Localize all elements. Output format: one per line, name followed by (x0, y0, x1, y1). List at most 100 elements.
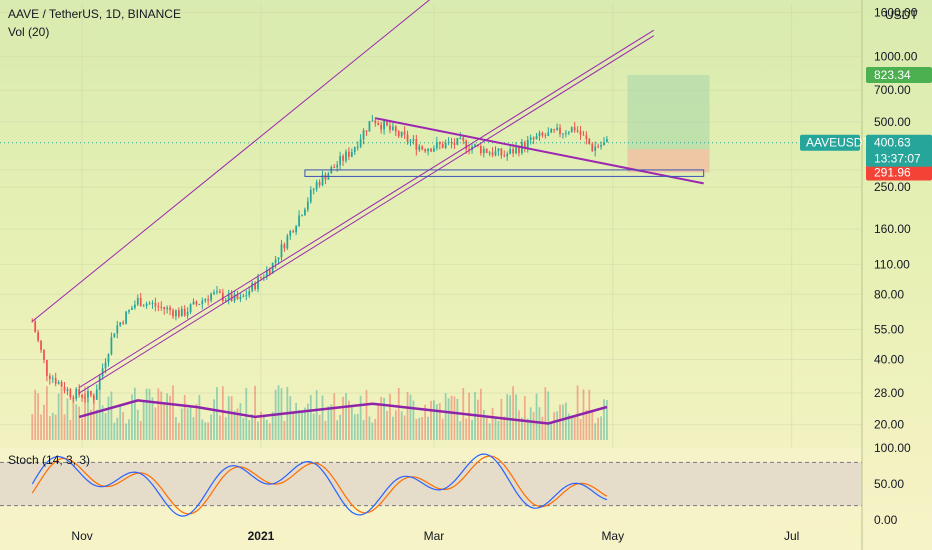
candle-body (377, 123, 380, 125)
volume-bar (239, 403, 242, 440)
volume-bar (482, 409, 485, 440)
candle-body (392, 126, 394, 130)
volume-bar (304, 407, 306, 440)
candle-body (585, 135, 588, 140)
volume-bar (60, 387, 63, 440)
candle-body (582, 134, 585, 136)
volume-bar (444, 393, 447, 440)
volume-bar (277, 385, 280, 440)
volume-bar (163, 402, 166, 440)
candle-body (497, 148, 500, 152)
candle-body (356, 146, 359, 148)
volume-bar (95, 409, 98, 440)
candle-body (46, 359, 48, 376)
candle-body (321, 174, 324, 186)
channel-lower-line (78, 35, 655, 394)
volume-bar (518, 410, 520, 440)
candle-body (95, 389, 98, 400)
stop-price-tag: 291.96 (874, 165, 911, 179)
volume-bar (221, 386, 224, 440)
candle-body (145, 303, 148, 306)
candle-body (488, 152, 491, 154)
profit-zone (627, 74, 710, 150)
volume-bar (374, 418, 377, 440)
candle-body (122, 322, 125, 324)
volume-bar (104, 413, 107, 440)
volume-bar (43, 404, 45, 440)
candle-body (415, 139, 418, 150)
volume-bar (532, 412, 535, 440)
volume-bar (526, 418, 529, 440)
candle-body (594, 146, 597, 151)
volume-bar (101, 405, 104, 440)
volume-bar (336, 420, 339, 440)
candle-body (509, 149, 512, 154)
volume-bar (321, 395, 324, 440)
volume-bar (213, 399, 215, 440)
volume-bar (37, 393, 39, 440)
volume-bar (503, 416, 506, 440)
volume-bar (447, 398, 450, 440)
volume-bar (51, 412, 54, 440)
candle-body (260, 277, 262, 279)
candle-body (482, 148, 485, 154)
target-price-tag: 823.34 (874, 68, 911, 82)
candle-body (295, 226, 298, 233)
candle-body (84, 397, 86, 399)
candle-body (201, 300, 204, 305)
candle-body (500, 148, 503, 156)
candle-body (603, 142, 605, 146)
candle-body (54, 378, 57, 384)
volume-bar (271, 411, 274, 440)
volume-bar (283, 421, 286, 440)
candle-body (550, 128, 553, 133)
volume-bar (309, 395, 312, 440)
candle-body (526, 139, 529, 149)
candle-body (353, 146, 356, 152)
price-tick-label: 700.00 (874, 83, 911, 97)
candle-body (233, 294, 236, 302)
volume-bar (597, 417, 600, 440)
volume-bar (377, 404, 380, 440)
candle-body (219, 291, 221, 293)
volume-bar (195, 403, 198, 440)
volume-bar (295, 402, 298, 440)
candle-body (456, 137, 459, 145)
volume-bar (92, 395, 95, 440)
volume-bar (192, 417, 195, 440)
volume-bar (298, 409, 300, 440)
candle-body (350, 151, 353, 157)
time-tick-label: Jul (784, 529, 799, 543)
candle-body (345, 151, 347, 161)
candle-body (494, 151, 497, 156)
stoch-d-line (31, 455, 608, 515)
volume-bar (260, 411, 262, 440)
volume-bar (521, 417, 523, 440)
volume-bar (110, 391, 113, 440)
volume-bar (494, 417, 497, 440)
volume-bar (72, 398, 75, 440)
volume-bar (427, 416, 429, 440)
candle-body (142, 305, 145, 307)
candle-body (286, 235, 289, 249)
volume-bar (219, 415, 221, 440)
volume-bar (251, 414, 254, 440)
candle-body (309, 189, 312, 202)
candle-body (365, 130, 368, 132)
volume-bar (318, 414, 321, 440)
volume-bar (362, 419, 365, 440)
volume-bar (497, 420, 500, 440)
volume-bar (78, 406, 81, 440)
volume-bar (198, 394, 201, 440)
volume-bar (406, 392, 409, 440)
volume-bar (573, 416, 576, 440)
volume-bar (465, 418, 468, 440)
volume-bar (207, 422, 210, 440)
volume-bar (63, 414, 66, 440)
candle-body (383, 121, 385, 130)
volume-bar (392, 416, 394, 440)
time-tick-label: 2021 (248, 529, 275, 543)
candle-body (591, 144, 594, 151)
volume-bar (116, 417, 119, 440)
